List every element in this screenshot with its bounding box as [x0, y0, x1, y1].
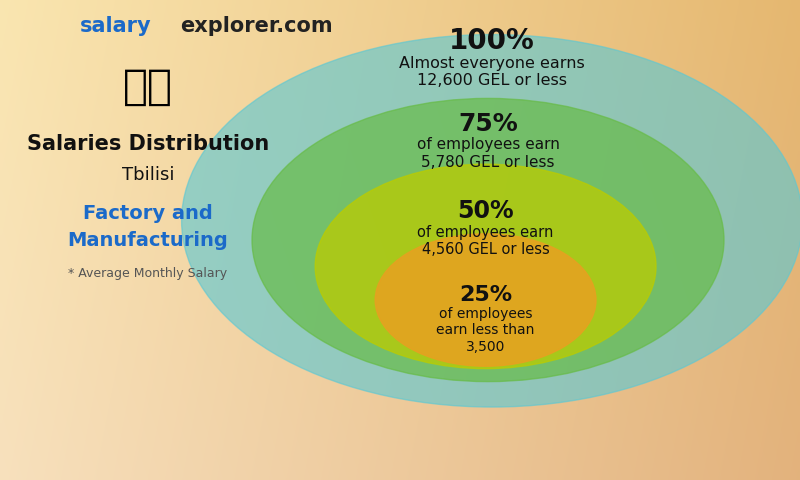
Text: 12,600 GEL or less: 12,600 GEL or less [417, 73, 567, 88]
Text: salary: salary [80, 16, 152, 36]
Text: 🇬🇪: 🇬🇪 [123, 65, 173, 108]
Text: * Average Monthly Salary: * Average Monthly Salary [69, 267, 227, 280]
Text: 4,560 GEL or less: 4,560 GEL or less [422, 242, 550, 257]
Circle shape [315, 164, 656, 369]
Text: 5,780 GEL or less: 5,780 GEL or less [422, 155, 554, 170]
Text: of employees: of employees [439, 307, 532, 322]
Text: 100%: 100% [449, 27, 535, 55]
Circle shape [375, 234, 596, 366]
Text: of employees earn: of employees earn [418, 225, 554, 240]
Text: earn less than: earn less than [437, 323, 534, 337]
Text: 25%: 25% [459, 285, 512, 305]
Text: of employees earn: of employees earn [417, 137, 559, 153]
Text: Factory and: Factory and [83, 204, 213, 223]
Text: Salaries Distribution: Salaries Distribution [27, 134, 269, 154]
Text: Tbilisi: Tbilisi [122, 166, 174, 184]
Circle shape [252, 98, 724, 382]
Text: explorer.com: explorer.com [180, 16, 333, 36]
Circle shape [182, 35, 800, 407]
Text: 3,500: 3,500 [466, 339, 506, 354]
Text: Almost everyone earns: Almost everyone earns [399, 56, 585, 71]
Text: Manufacturing: Manufacturing [68, 230, 228, 250]
Text: 50%: 50% [458, 199, 514, 223]
Text: 75%: 75% [458, 112, 518, 136]
